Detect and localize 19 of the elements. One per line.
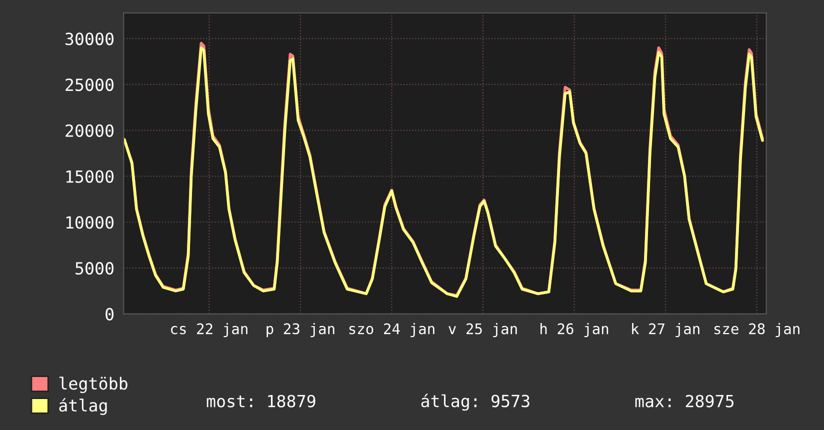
x-tick-label: h 26 jan	[540, 323, 608, 338]
y-tick-label: 5000	[76, 262, 114, 275]
y-tick-label: 25000	[66, 78, 114, 92]
text: max: 28975	[635, 394, 734, 408]
x-tick-label: sze 28 jan	[714, 323, 800, 338]
x-tick-label: p 23 jan	[266, 323, 334, 338]
x-tick-label: k 27 jan	[632, 323, 700, 338]
x-tick-label: v 25 jan	[448, 323, 517, 338]
text: átlag: 9573	[421, 394, 530, 411]
y-tick-label: 0	[106, 308, 114, 321]
x-tick-label: szo 24 jan	[349, 323, 434, 338]
y-tick-label: 10000	[66, 216, 114, 229]
y-tick-label: 15000	[66, 170, 114, 183]
legend-label: legtöbb	[59, 376, 128, 394]
legend-label: átlag	[59, 398, 107, 415]
y-tick-label: 20000	[66, 124, 114, 137]
x-tick-label: cs 22 jan	[171, 323, 248, 338]
text: most: 18879	[206, 394, 316, 408]
y-tick-label: 30000	[66, 32, 114, 46]
